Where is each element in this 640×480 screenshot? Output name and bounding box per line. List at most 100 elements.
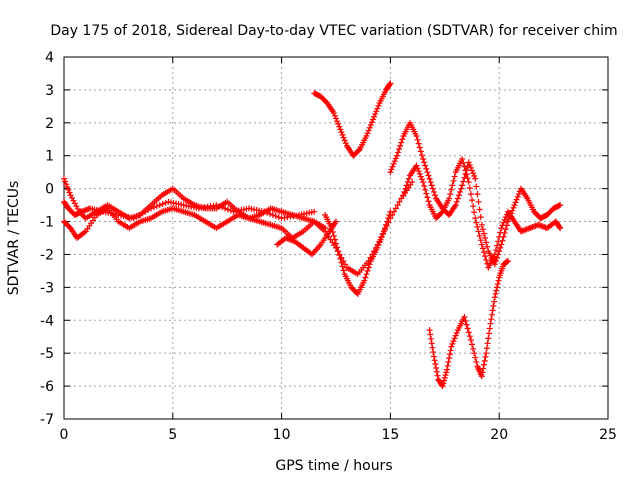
data-point (404, 179, 411, 186)
data-point (483, 256, 490, 263)
data-point (474, 224, 481, 231)
data-point (417, 173, 424, 180)
data-point (501, 216, 508, 223)
data-point (491, 251, 498, 258)
data-point (469, 197, 475, 204)
data-point (426, 327, 433, 334)
data-point (363, 271, 370, 278)
y-tick-label: -7 (40, 412, 54, 428)
data-point (365, 264, 372, 271)
data-point (378, 233, 385, 240)
data-point (213, 202, 220, 209)
data-point (486, 330, 493, 337)
data-point (463, 171, 470, 178)
data-point (440, 380, 447, 387)
data-point (362, 274, 369, 281)
data-point (471, 350, 478, 357)
data-point (379, 231, 386, 238)
data-point (330, 232, 337, 239)
data-point (269, 211, 276, 218)
data-point (422, 162, 429, 169)
data-point (496, 233, 503, 240)
data-point (439, 383, 446, 390)
data-point (502, 214, 509, 221)
data-point (477, 237, 484, 244)
series-track-around-10 (274, 218, 339, 258)
data-point (472, 215, 479, 222)
data-point (491, 294, 498, 301)
data-point (65, 186, 72, 193)
data-point (486, 325, 493, 332)
x-axis-label: GPS time / hours (275, 458, 392, 474)
data-point (339, 131, 346, 138)
y-tick-label: -4 (40, 313, 54, 329)
data-point (424, 194, 431, 201)
data-point (311, 208, 318, 215)
data-point (71, 200, 78, 207)
data-point (476, 232, 483, 239)
data-point (450, 338, 457, 345)
data-point (515, 191, 522, 198)
data-point (333, 218, 339, 225)
y-tick-label: -6 (40, 379, 54, 395)
data-point (465, 159, 472, 166)
series-track-wave (61, 198, 318, 222)
data-point (497, 244, 504, 251)
series-track-upper-main (61, 175, 329, 232)
data-point (340, 134, 347, 141)
data-point (477, 214, 484, 221)
series-track-high-arc (311, 80, 394, 159)
data-point (68, 194, 75, 201)
data-point (398, 139, 405, 146)
data-point (480, 249, 487, 256)
data-point (464, 175, 471, 182)
data-point (448, 186, 455, 193)
series-track-deep-17-20 (426, 258, 511, 390)
data-point (216, 203, 223, 210)
data-point (373, 108, 380, 115)
data-point (465, 179, 472, 186)
x-tick-label: 5 (168, 427, 177, 443)
data-point (392, 205, 399, 212)
data-point (227, 207, 234, 214)
data-point (61, 175, 67, 182)
grid-layer (63, 56, 609, 420)
data-point (337, 126, 344, 133)
data-point (432, 361, 439, 368)
data-point (156, 202, 163, 209)
data-point (479, 369, 486, 376)
data-point (463, 321, 470, 328)
data-point (466, 333, 473, 340)
data-point (491, 298, 498, 305)
data-point (459, 156, 466, 163)
data-point (467, 337, 474, 344)
data-point (498, 225, 505, 232)
data-point (470, 170, 477, 177)
data-point (469, 167, 475, 174)
data-point (488, 316, 495, 323)
data-point (496, 248, 503, 255)
y-tick-label: 2 (45, 116, 54, 132)
data-point (511, 202, 518, 209)
data-point (447, 347, 454, 354)
data-point (458, 185, 465, 192)
data-point (499, 222, 506, 229)
data-point (512, 199, 519, 206)
data-point (443, 366, 450, 373)
data-point (449, 340, 456, 347)
data-point (455, 192, 462, 199)
data-point (423, 190, 430, 197)
data-point (502, 226, 509, 233)
data-point (337, 255, 344, 262)
data-point (64, 183, 71, 190)
data-point (471, 209, 478, 216)
data-point (364, 267, 371, 274)
data-point (441, 374, 448, 381)
data-point (219, 204, 226, 211)
data-point (493, 287, 500, 294)
data-point (498, 241, 505, 248)
data-point (387, 169, 394, 176)
data-point (471, 173, 478, 180)
data-point (478, 241, 485, 248)
